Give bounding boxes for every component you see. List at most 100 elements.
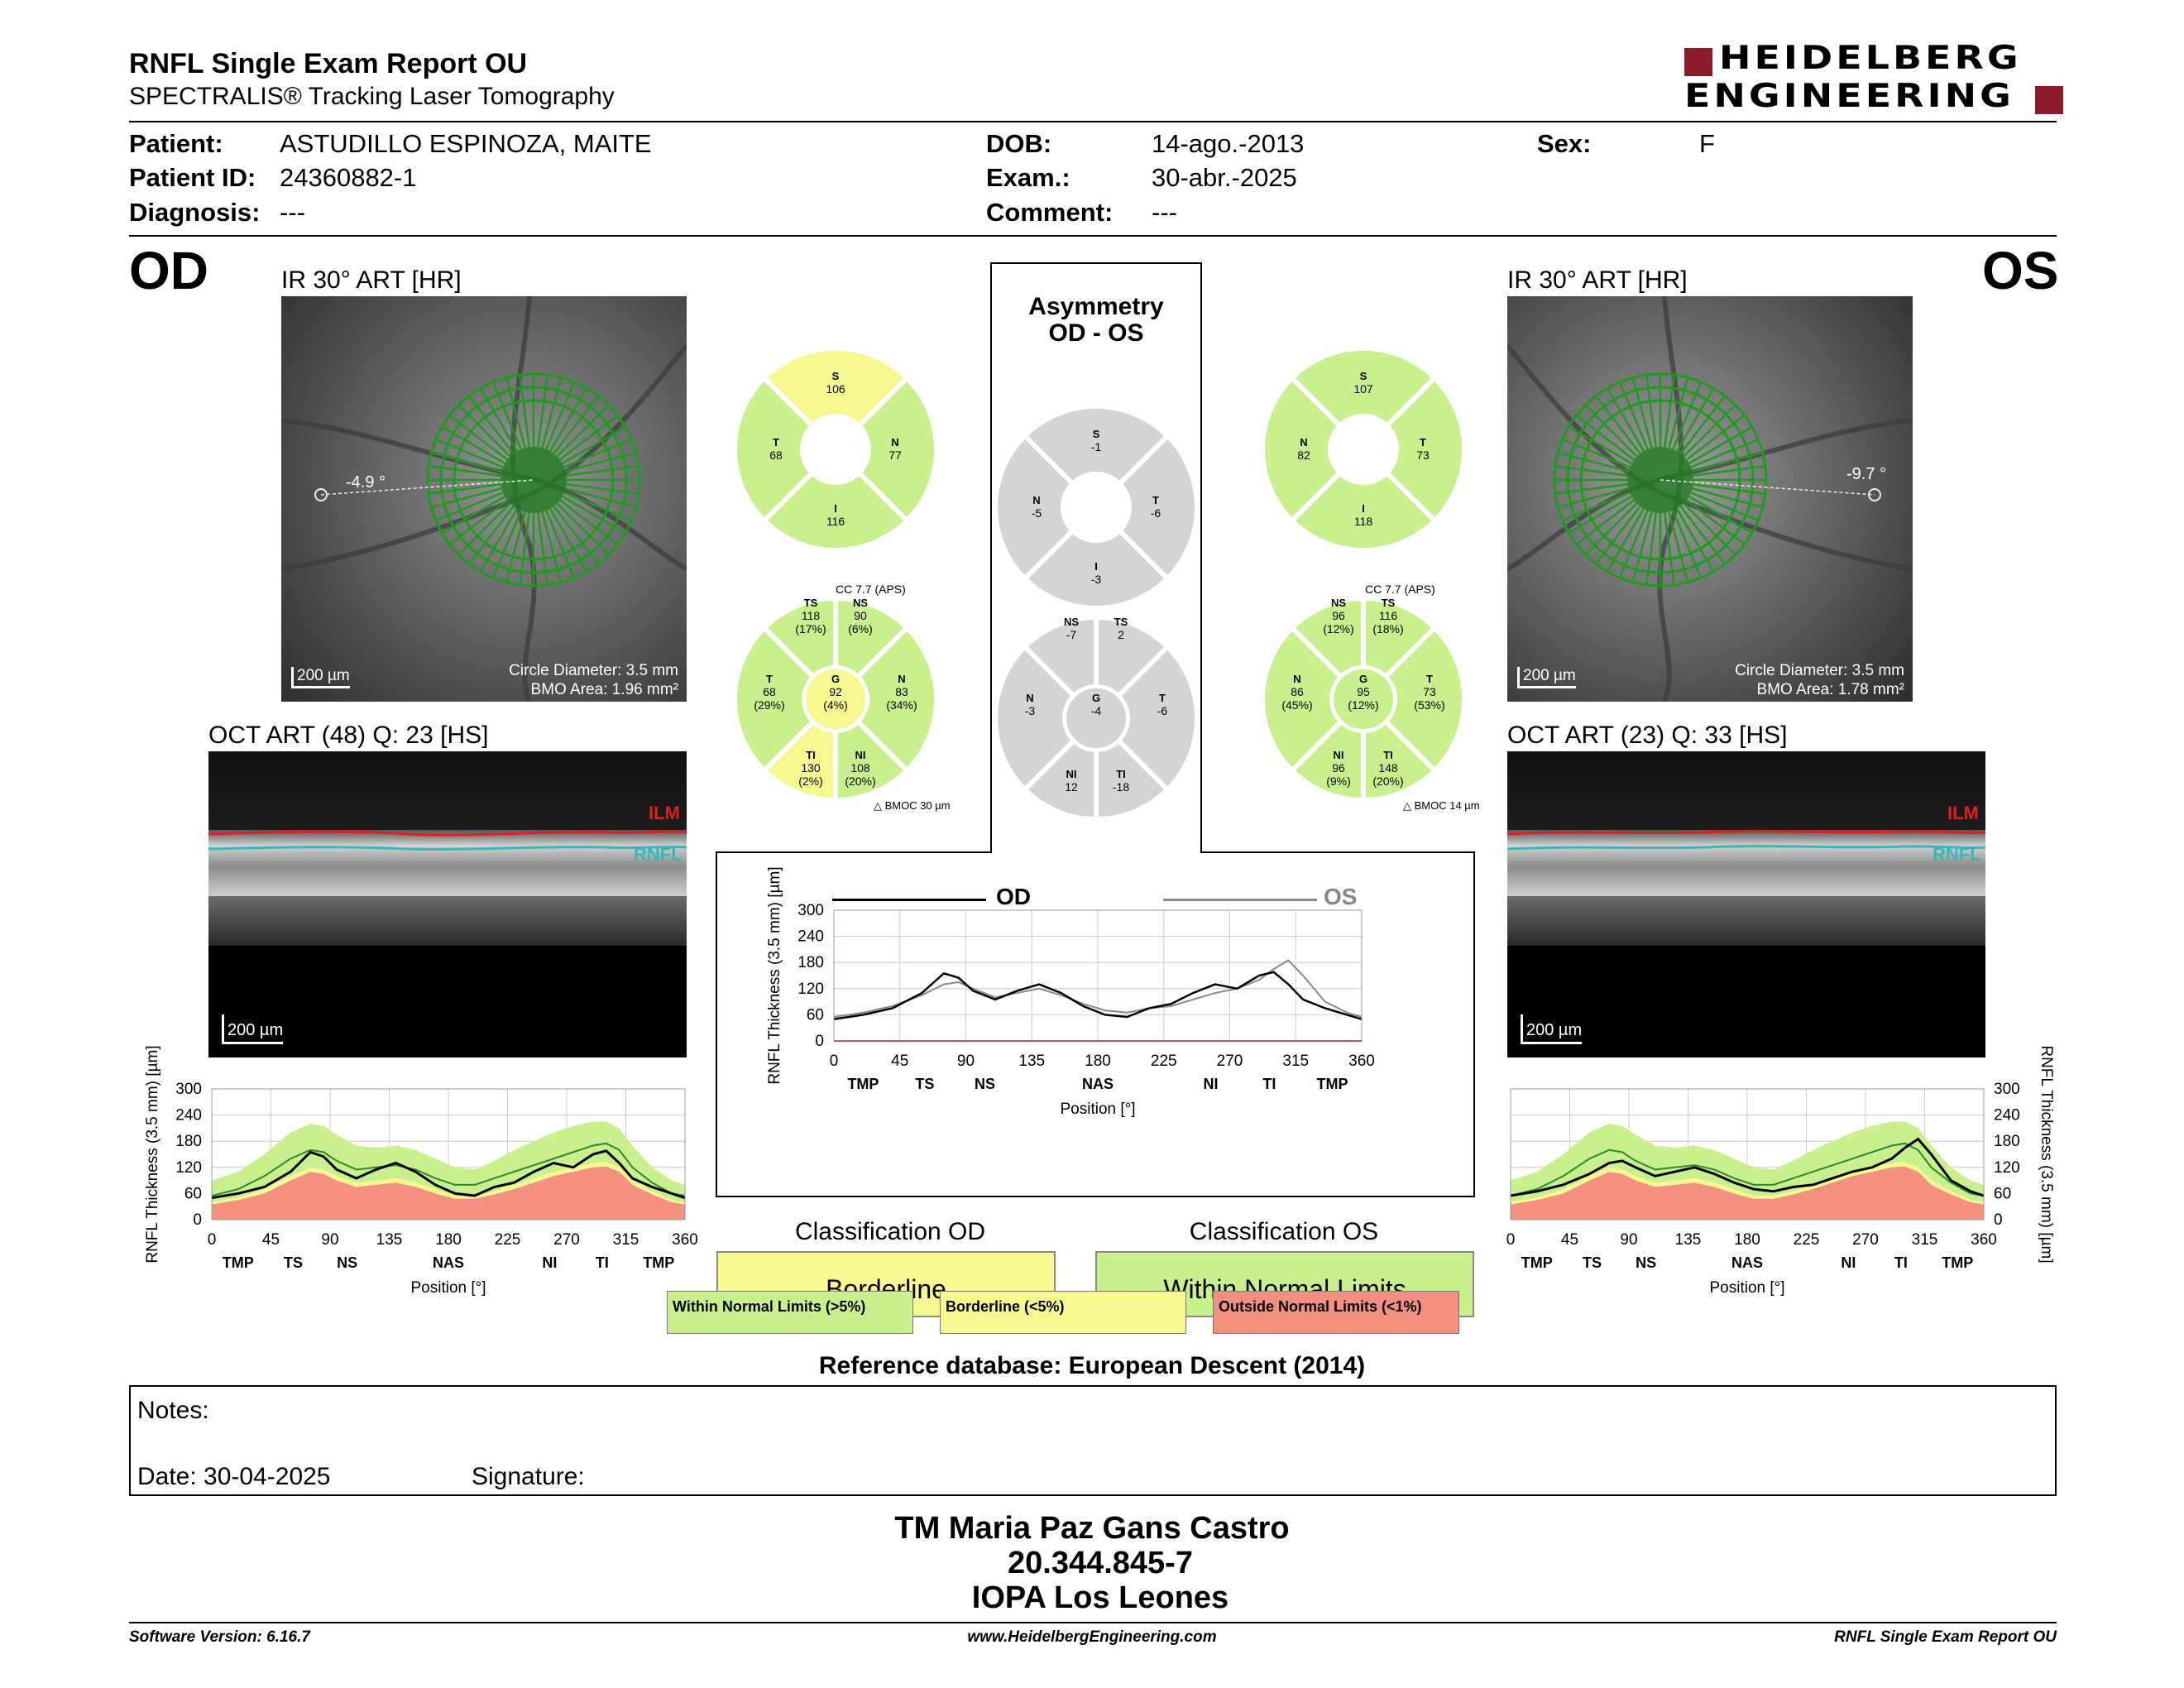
- scan-spoke: [558, 499, 619, 545]
- os-profile-outside-band: [1511, 1166, 1984, 1220]
- scan-spoke: [1558, 451, 1629, 472]
- os-profile-xtick: 90: [1620, 1231, 1637, 1249]
- asym-profile-xlabel: Position [°]: [1060, 1101, 1135, 1118]
- os-sector-dial-label: NS: [1331, 597, 1346, 609]
- od-profile-region-label: NS: [337, 1254, 357, 1271]
- os-oct-title: OCT ART (23) Q: 33 [HS]: [1507, 722, 1788, 749]
- operator-name: TM Maria Paz Gans Castro: [894, 1511, 1290, 1546]
- asym-quadrant-dial-value: -1: [1091, 440, 1102, 453]
- os-profile-xtick: 225: [1794, 1231, 1820, 1249]
- asym-quadrant-dial-value: -6: [1151, 506, 1161, 520]
- asym-profile-ylabel: RNFL Thickness (3.5 mm) [µm]: [766, 866, 783, 1084]
- scan-spoke: [1631, 511, 1653, 583]
- asym-profile-region-label: NI: [1203, 1076, 1218, 1092]
- scan-spoke: [448, 499, 509, 545]
- classification-os-title: Classification OS: [1189, 1218, 1379, 1245]
- scan-spoke: [1584, 502, 1638, 556]
- os-profile-ytick: 300: [1994, 1081, 2020, 1098]
- asym-profile-ytick: 240: [797, 928, 824, 946]
- scan-spoke: [556, 404, 610, 458]
- od-profile-xtick: 360: [672, 1231, 698, 1249]
- asym-quadrant-dial-quadrant: [1116, 432, 1200, 583]
- operator-id: 20.344.845-7: [1008, 1546, 1193, 1580]
- scan-spoke: [519, 512, 531, 586]
- report-subtitle: SPECTRALIS® Tracking Laser Tomography: [129, 83, 615, 110]
- os-profile-ytick: 120: [1994, 1159, 2020, 1177]
- os-circle-diameter: Circle Diameter: 3.5 mm: [1735, 662, 1904, 679]
- od-profile-ytick: 60: [184, 1185, 202, 1202]
- od-profile-ytick: 0: [193, 1211, 202, 1229]
- os-profile-xtick: 315: [1912, 1231, 1938, 1249]
- scan-spoke: [1668, 511, 1689, 583]
- asym-sector-dial-label: N: [1026, 692, 1033, 704]
- asym-quadrant-dial-quadrant: [993, 432, 1076, 583]
- os-profile-region-label: TS: [1583, 1254, 1602, 1271]
- asym-quadrant-dial-label: S: [1093, 428, 1100, 440]
- scan-spoke: [541, 511, 563, 583]
- od-sector-dial-value: 83: [895, 685, 908, 698]
- os-profile-ytick: 0: [1994, 1211, 2003, 1229]
- os-profile-xtick: 180: [1734, 1231, 1760, 1249]
- scan-spoke: [1584, 404, 1638, 458]
- os-profile-xtick: 135: [1675, 1231, 1702, 1249]
- notes-signature: Signature:: [472, 1463, 585, 1490]
- os-profile-xlabel: Position [°]: [1709, 1279, 1784, 1297]
- scan-spoke: [1688, 425, 1753, 465]
- company-logo: HEIDELBERG ENGINEERING: [1684, 41, 2065, 119]
- asym-sector-dial-label: TI: [1116, 768, 1126, 780]
- patient-id-label: Patient ID:: [129, 163, 256, 192]
- footer-url[interactable]: www.HeidelbergEngineering.com: [967, 1628, 1217, 1646]
- od-quadrant-dial-quadrant: [760, 469, 911, 553]
- os-angle: -9.7 °: [1846, 465, 1887, 483]
- asym-sector-dial-value: 2: [1118, 628, 1124, 641]
- asym-sector-dial-label: NI: [1066, 768, 1077, 780]
- exam-value: 30-abr.-2025: [1152, 163, 1297, 192]
- scan-spoke: [1693, 482, 1766, 495]
- os-sector-dial-pct: (45%): [1281, 698, 1312, 712]
- operator-org: IOPA Los Leones: [971, 1580, 1229, 1615]
- patient-id-value: 24360882-1: [280, 163, 417, 192]
- os-sector-bmoc: △ BMOC 14 µm: [1403, 799, 1480, 812]
- od-profile-ytick: 180: [175, 1133, 202, 1150]
- os-quadrant-dial-value: 82: [1297, 448, 1310, 462]
- scan-spoke: [562, 425, 626, 465]
- od-sector-dial-pct: (34%): [886, 698, 917, 712]
- scan-spoke: [1690, 492, 1759, 522]
- os-quadrant-dial-label: S: [1360, 370, 1367, 382]
- scan-spoke: [541, 377, 563, 448]
- scan-spoke: [1575, 415, 1636, 461]
- asym-sector-dial-label: T: [1159, 692, 1166, 704]
- asym-profile-od-line: [833, 971, 1363, 1020]
- os-profile-region-label: NI: [1841, 1254, 1856, 1271]
- os-bmoc-text: BMOC 14 µm: [1414, 799, 1480, 812]
- asym-profile-xtick: 90: [957, 1053, 975, 1070]
- scan-spoke: [468, 395, 515, 455]
- os-sector-dial-label: T: [1426, 673, 1433, 685]
- os-profile-region-label: NAS: [1731, 1254, 1763, 1271]
- od-sector-dial-label: G: [831, 673, 840, 685]
- comment-value: ---: [1152, 198, 1177, 227]
- od-sector-dial-label: N: [898, 673, 905, 685]
- scan-spoke: [1683, 502, 1736, 556]
- os-profile-xtick: 360: [1971, 1231, 1997, 1249]
- asym-profile-ytick: 60: [807, 1006, 824, 1024]
- asym-quadrant-dial-quadrant: [1021, 404, 1171, 487]
- os-quadrant-dial-label: I: [1362, 502, 1365, 515]
- scan-spoke: [553, 395, 599, 455]
- scan-spoke: [1562, 492, 1631, 522]
- od-profile-ytick: 240: [175, 1107, 202, 1125]
- scan-spoke: [556, 502, 610, 556]
- scan-spoke: [1575, 499, 1636, 545]
- scan-spoke: [545, 510, 576, 578]
- dob-label: DOB:: [986, 129, 1052, 158]
- os-quadrant-dial-label: T: [1420, 436, 1426, 448]
- os-sector-dial-pct: (20%): [1372, 774, 1403, 788]
- os-ir-scale: 200 µm: [1517, 667, 1576, 688]
- sex-value: F: [1699, 129, 1715, 158]
- od-sector-dial-pct: (4%): [823, 698, 848, 712]
- scan-spoke: [505, 511, 526, 583]
- notes-box[interactable]: Notes: Date: 30-04-2025 Signature:: [129, 1385, 2057, 1496]
- od-rnfl-label: RNFL: [634, 844, 682, 865]
- os-quadrant-dial-quadrant: [1288, 346, 1439, 429]
